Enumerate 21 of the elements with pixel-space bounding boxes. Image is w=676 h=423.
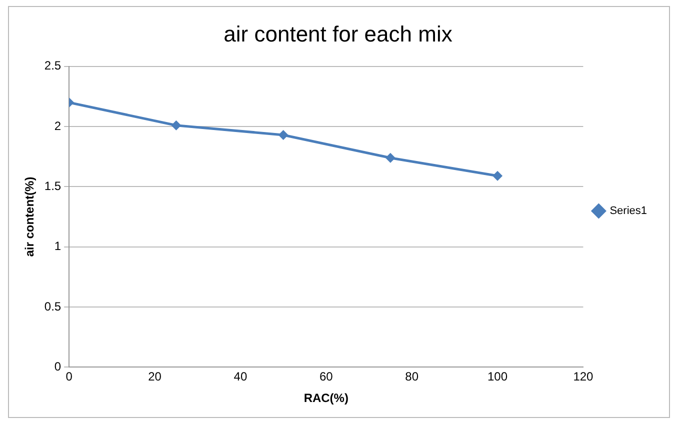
point [171, 120, 182, 130]
y-tick-label: 0.5 [44, 299, 62, 314]
y-axis-title: air content(%) [22, 176, 37, 257]
point [492, 170, 503, 181]
y-tick-label: 0 [54, 360, 62, 374]
y-tick-label: 1 [54, 239, 62, 254]
x-tick-label: 0 [66, 370, 73, 384]
point [385, 152, 396, 163]
x-axis-title: RAC(%) [304, 391, 348, 406]
point [278, 130, 288, 140]
legend-label: Series1 [610, 205, 647, 218]
x-tick-label: 120 [573, 370, 594, 384]
x-tick-label: 100 [488, 370, 508, 384]
x-tick-label: 20 [148, 370, 162, 384]
x-tick-label: 40 [234, 370, 248, 384]
y-tick-label: 2.5 [44, 58, 62, 73]
y-tick-label: 2 [54, 118, 62, 133]
chart-title: air content for each mix [224, 21, 452, 46]
x-tick-label: 60 [319, 370, 334, 384]
x-tick-label: 80 [405, 370, 419, 384]
y-tick-label: 1.5 [44, 179, 62, 194]
